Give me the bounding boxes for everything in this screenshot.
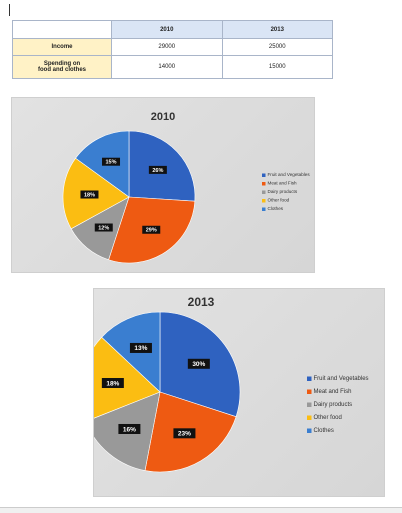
data-label-box — [94, 223, 113, 232]
legend-swatch — [307, 428, 312, 433]
chart-title: 2010 — [151, 111, 175, 123]
legend-swatch — [307, 415, 312, 420]
chart-title: 2013 — [188, 295, 215, 309]
legend-label: Meat and Fish — [314, 389, 352, 395]
cell-spending-2013: 15000 — [221, 55, 333, 79]
data-label: 13% — [134, 345, 147, 352]
legend-label: Clothes — [314, 428, 334, 434]
data-label: 18% — [106, 380, 119, 387]
chart-2013-panel: 2013 30% 23% 16% 18% 13% Fruit and Vegetables M… — [93, 288, 385, 497]
bottom-scrollbar[interactable] — [0, 507, 402, 513]
legend-label: Other food — [268, 198, 290, 203]
text-cursor — [9, 4, 10, 16]
legend-swatch — [307, 389, 312, 394]
legend-label: Other food — [314, 415, 342, 421]
chart-legend: Fruit and Vegetables Meat and Fish Dairy p… — [307, 376, 369, 434]
legend-swatch — [262, 173, 266, 177]
legend-label: Fruit and Vegetables — [268, 172, 311, 177]
pie-chart-2013: 2013 30% 23% 16% 18% 13% Fruit and Vegetables M… — [94, 295, 369, 473]
table-header-blank — [12, 20, 112, 39]
row-label-spending: Spending on food and clothes — [12, 55, 112, 79]
legend-swatch — [262, 207, 266, 211]
data-label-box — [118, 423, 141, 434]
data-label: 15% — [106, 160, 117, 166]
data-label: 30% — [192, 361, 205, 368]
cell-income-2010: 29000 — [111, 38, 223, 56]
legend-swatch — [262, 199, 266, 203]
data-label-box — [173, 428, 196, 439]
table-row-spending: Spending on food and clothes 14000 15000 — [12, 55, 333, 79]
legend-swatch — [307, 402, 312, 407]
row-label-spending-line1: Spending on — [43, 61, 81, 67]
legend-label: Fruit and Vegetables — [314, 376, 369, 382]
table-header-2013: 2013 — [221, 20, 333, 39]
data-label-box — [129, 342, 152, 353]
table-header-row: 2010 2013 — [12, 20, 333, 39]
data-label-box — [80, 190, 99, 199]
data-label-box — [148, 165, 167, 174]
data-label: 23% — [178, 431, 191, 438]
legend-swatch — [262, 190, 266, 194]
table-header-2010: 2010 — [111, 20, 223, 39]
legend-label: Dairy products — [314, 402, 353, 408]
data-label-box — [102, 157, 121, 166]
data-label-box — [142, 225, 161, 234]
cell-income-2013: 25000 — [221, 38, 333, 56]
data-label-box — [101, 378, 124, 389]
legend-label: Meat and Fish — [268, 181, 298, 186]
cell-spending-2010: 14000 — [111, 55, 223, 79]
legend-swatch — [307, 376, 312, 381]
chart-legend: Fruit and Vegetables Meat and Fish Dairy p… — [262, 172, 310, 211]
data-label: 29% — [146, 228, 157, 234]
legend-label: Dairy products — [268, 189, 298, 194]
data-label: 12% — [98, 225, 109, 231]
pie-slice — [94, 336, 161, 419]
data-label: 18% — [84, 192, 95, 198]
row-label-income: Income — [12, 38, 112, 56]
data-label: 26% — [152, 168, 163, 174]
legend-swatch — [262, 182, 266, 186]
chart-2010-panel: 2010 26% 29% 12% 18% 15% Fruit and Vegetables M… — [11, 97, 315, 273]
data-label-box — [187, 358, 210, 369]
table-row-income: Income 29000 25000 — [12, 38, 333, 56]
income-spending-table: 2010 2013 Income 29000 25000 Spending on… — [12, 20, 333, 79]
pie-chart-2010: 2010 26% 29% 12% 18% 15% Fruit and Vegetables M… — [62, 111, 310, 264]
row-label-spending-line2: food and clothes — [38, 67, 86, 73]
legend-label: Clothes — [268, 206, 284, 211]
data-label: 16% — [123, 426, 136, 433]
